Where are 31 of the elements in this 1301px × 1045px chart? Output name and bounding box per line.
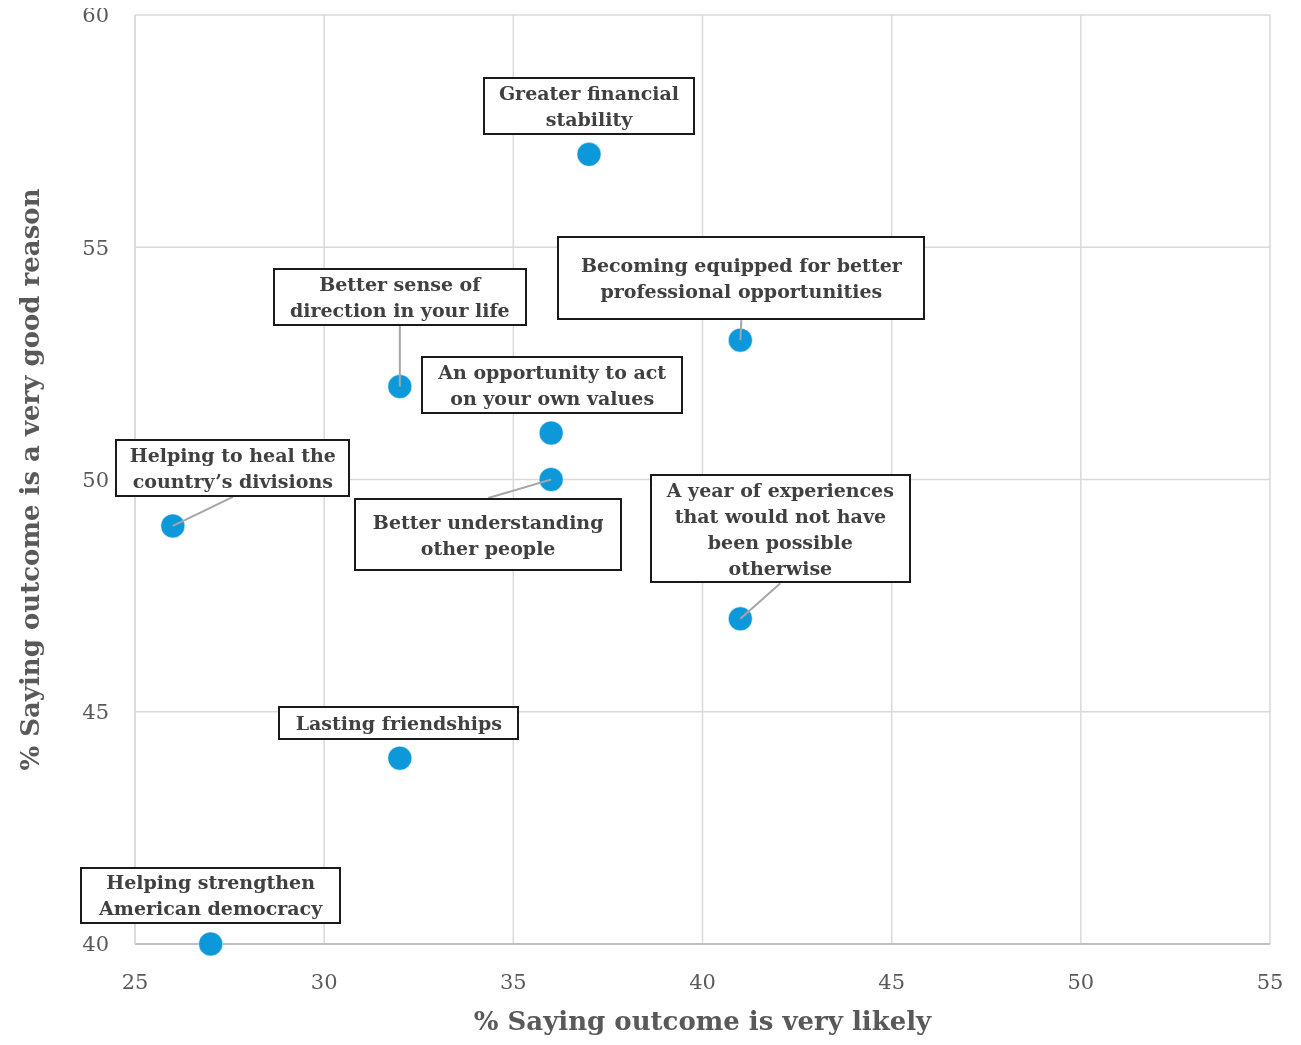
point (576, 142, 602, 167)
point (538, 420, 564, 446)
y-tick-label: 45 (82, 700, 109, 725)
x-tick-label: 40 (689, 969, 716, 994)
annotation: Better sense of direction in your life (288, 271, 511, 323)
x-tick-label: 45 (878, 969, 906, 994)
annotation: Better understanding other people (371, 509, 605, 561)
point (387, 745, 413, 771)
annotation: Helping strengthen American democracy (97, 870, 324, 921)
point (387, 374, 413, 399)
x-tick-label: 35 (499, 969, 527, 994)
annotation: Becoming equipped for better professional opportunities (579, 253, 903, 305)
point (160, 513, 186, 539)
y-tick-label: 55 (82, 235, 109, 260)
x-tick-label: 55 (1256, 969, 1284, 994)
y-axis-title: % Saying outcome is a very good reason (15, 188, 45, 771)
point (538, 467, 564, 492)
annotation: Lasting friendships (295, 711, 503, 737)
annotation: Helping to heal the country’s divisions (128, 442, 337, 494)
y-tick-label: 50 (82, 467, 109, 492)
point (728, 606, 753, 632)
point (728, 327, 753, 353)
annotation: A year of experiences that would not have been possible otherwise (665, 477, 895, 581)
x-tick-label: 50 (1067, 969, 1095, 994)
annotation: An opportunity to act on your own values (437, 360, 668, 412)
x-axis-title: % Saying outcome is very likely (473, 1006, 933, 1036)
x-tick-label: 30 (310, 969, 338, 994)
point (198, 931, 223, 957)
annotation: Greater financial stability (497, 81, 681, 133)
x-tick-label: 25 (121, 969, 149, 994)
y-tick-label: 40 (82, 932, 109, 957)
